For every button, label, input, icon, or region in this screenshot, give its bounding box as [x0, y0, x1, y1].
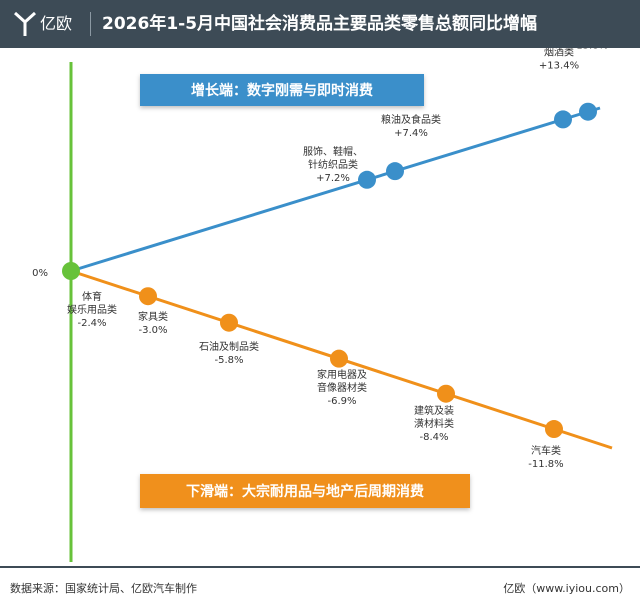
- growth-banner: [140, 74, 424, 106]
- credit: 亿欧（www.iyiou.com）: [503, 582, 630, 595]
- decline-point-label: 娱乐用品类: [67, 303, 117, 316]
- growth-point-value: +13.8%: [568, 48, 608, 52]
- decline-point-value: -8.4%: [419, 432, 448, 443]
- growth-point: [358, 170, 376, 189]
- decline-point-value: -3.0%: [138, 325, 167, 336]
- growth-point: [386, 162, 404, 181]
- decline-point-label: 潢材料类: [414, 417, 454, 430]
- footer-rule: [0, 566, 640, 568]
- decline-point-label: 建筑及装: [414, 404, 454, 417]
- header-bar: 亿欧 2026年1-5月中国社会消费品主要品类零售总额同比增幅: [0, 0, 640, 48]
- growth-point-value: +7.4%: [394, 128, 428, 139]
- growth-point-label: 粮油及食品类: [381, 113, 441, 126]
- growth-point-value: +13.4%: [539, 60, 579, 71]
- growth-point-value: +7.2%: [316, 173, 350, 184]
- zero-label: 0%: [32, 268, 48, 279]
- decline-point-label: 石油及制品类: [199, 340, 259, 353]
- decline-point-value: -2.4%: [77, 318, 106, 329]
- decline-point-label: 体育: [82, 290, 102, 303]
- header-divider: [90, 12, 91, 36]
- decline-point: [220, 313, 238, 332]
- growth-point: [554, 110, 572, 129]
- decline-banner-text: 下滑端：大宗耐用品与地产后周期消费: [186, 483, 424, 500]
- growth-trend-line: [70, 106, 601, 273]
- decline-banner: [140, 474, 470, 508]
- decline-point-value: -5.8%: [214, 355, 243, 366]
- decline-point: [545, 420, 563, 439]
- decline-point-label: 汽车类: [531, 444, 561, 457]
- logo-text: 亿欧: [40, 14, 73, 33]
- origin-point: [62, 262, 80, 280]
- growth-point-label: 烟酒类: [544, 48, 574, 58]
- decline-point-value: -6.9%: [327, 396, 356, 407]
- decline-point-label: 音像器材类: [317, 381, 367, 394]
- decline-point: [437, 384, 455, 403]
- decline-point: [139, 287, 157, 306]
- growth-point-label: 针纺织品类: [308, 158, 358, 171]
- growth-banner-text: 增长端：数字刚需与即时消费: [191, 82, 373, 99]
- decline-point-label: 家用电器及: [317, 368, 367, 381]
- data-source: 数据来源：国家统计局、亿欧汽车制作: [10, 582, 197, 595]
- yiou-logo-icon: [14, 11, 36, 36]
- decline-point-value: -11.8%: [528, 459, 563, 470]
- growth-point-label: 服饰、鞋帽、: [303, 145, 363, 158]
- growth-point: [579, 102, 597, 121]
- decline-point-label: 家具类: [138, 310, 168, 323]
- page-title: 2026年1-5月中国社会消费品主要品类零售总额同比增幅: [102, 14, 538, 34]
- decline-point: [330, 349, 348, 368]
